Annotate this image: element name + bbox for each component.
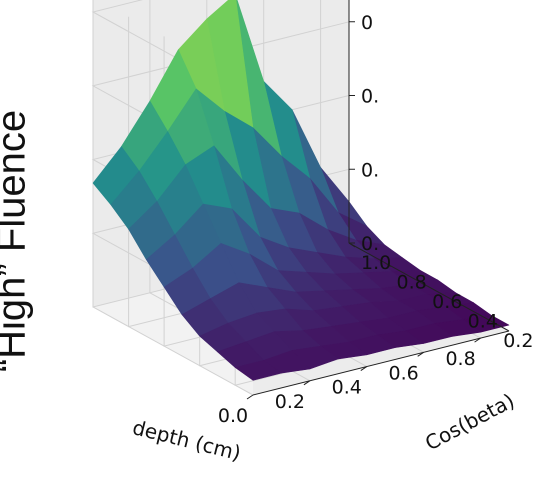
depth-tick-mark bbox=[303, 380, 311, 386]
tick-labels: 0.00.20.40.60.80.20.40.60.81.00.0.0.0 bbox=[218, 12, 534, 427]
z-tick-label: 0. bbox=[361, 159, 379, 181]
cosbeta-axis-line bbox=[348, 242, 510, 332]
cosbeta-tick-label: 0.2 bbox=[503, 330, 533, 352]
z-tick-label: 0. bbox=[361, 86, 379, 108]
cosbeta-tick-label: 0.6 bbox=[432, 291, 462, 313]
cosbeta-tick-label: 0.4 bbox=[468, 311, 498, 333]
surface-face bbox=[234, 360, 282, 381]
cosbeta-tick-mark bbox=[384, 262, 391, 267]
depth-tick-mark bbox=[360, 366, 368, 371]
cosbeta-tick-mark bbox=[419, 281, 427, 287]
axis-labels: depth (cm) Cos(beta) bbox=[130, 388, 518, 465]
depth-tick-label: 0.0 bbox=[218, 405, 248, 427]
depth-axis-line bbox=[252, 330, 510, 396]
z-tick-label: 0. bbox=[361, 233, 379, 255]
depth-tick-label: 0.2 bbox=[275, 391, 305, 413]
depth-tick-label: 0.6 bbox=[389, 362, 419, 384]
depth-tick-label: 0.8 bbox=[445, 348, 475, 370]
depth-tick-mark bbox=[417, 351, 424, 357]
surface-mesh bbox=[92, 0, 510, 381]
cosbeta-tick-label: 0.8 bbox=[397, 272, 427, 294]
cosbeta-tick-mark bbox=[490, 320, 498, 326]
cosbeta-tick-label: 1.0 bbox=[361, 252, 391, 274]
z-tick-label: 0 bbox=[361, 12, 373, 34]
depth-tick-mark bbox=[474, 337, 481, 343]
cosbeta-tick-mark bbox=[455, 301, 462, 307]
depth-tick-mark bbox=[246, 394, 254, 400]
depth-tick-label: 0.4 bbox=[332, 377, 362, 399]
axis-lines bbox=[252, 0, 510, 396]
cosbeta-axis-label: Cos(beta) bbox=[421, 388, 518, 455]
cosbeta-tick-mark bbox=[348, 242, 356, 248]
